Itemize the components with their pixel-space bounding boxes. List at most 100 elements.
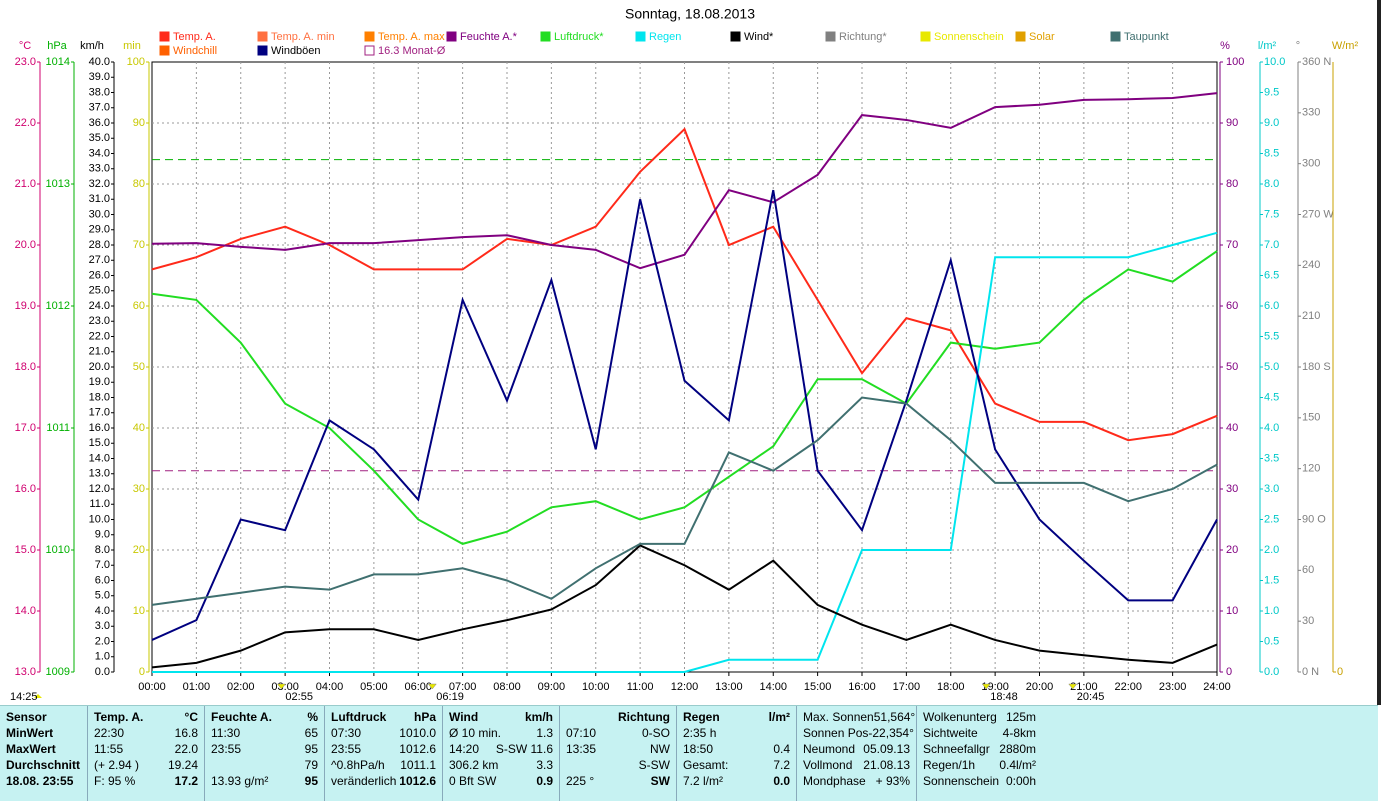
- x-tick-label: 18:00: [937, 681, 965, 693]
- table-header: Richtung: [566, 709, 670, 725]
- table-row: Vollmond 21.08.13: [803, 757, 910, 773]
- table-cell: 95: [304, 774, 318, 788]
- y-tick-label: 150: [1302, 412, 1320, 424]
- y-tick-label: 20: [1226, 544, 1238, 556]
- series-line: [151, 396, 1218, 606]
- y-tick-label: 80: [133, 178, 145, 190]
- x-tick-label: 08:00: [493, 681, 521, 693]
- y-tick-label: 11.0: [89, 498, 110, 510]
- table-cell: Sonnenschein: [923, 774, 1000, 788]
- x-tick-label: 07:00: [449, 681, 477, 693]
- x-tick-label: 15:00: [804, 681, 832, 693]
- table-cell: -22,354°: [868, 726, 914, 740]
- y-tick-label: 8.0: [1264, 178, 1279, 190]
- y-tick-label: 50: [1226, 361, 1238, 373]
- y-tick-label: 38.0: [89, 86, 110, 98]
- table-cell: 22:30: [94, 726, 125, 740]
- table-cell: S-SW: [638, 758, 670, 772]
- table-cell: 0.4: [773, 742, 790, 756]
- table-cell: 11:55: [94, 742, 124, 756]
- legend-label: Temp. A.: [173, 31, 216, 43]
- series-line: [151, 92, 1218, 270]
- legend-swatch: [257, 45, 268, 56]
- table-row: Wolkenunterg 125m: [923, 709, 1036, 725]
- table-row: MinWert: [6, 725, 81, 741]
- x-tick-label: 13:00: [715, 681, 743, 693]
- series-line: [151, 250, 1218, 545]
- y-tick-label: 18.0: [89, 391, 110, 403]
- y-tick-label: 22.0: [15, 117, 36, 129]
- time-marker-icon: [1068, 683, 1078, 690]
- header-cell: °C: [184, 710, 198, 724]
- table-cell: Gesamt:: [683, 758, 729, 772]
- table-row: (+ 2.94 ) 19.24: [94, 757, 198, 773]
- y-tick-label: 90: [1226, 117, 1238, 129]
- table-row: 22:30 16.8: [94, 725, 198, 741]
- y-tick-label: 16.0: [89, 422, 110, 434]
- y-tick-label: 6.0: [1264, 300, 1279, 312]
- table-row: 11:55 22.0: [94, 741, 198, 757]
- y-tick-label: 2.0: [95, 635, 110, 647]
- table-cell: 1012.6: [399, 774, 436, 788]
- y-tick-label: 0.0: [1264, 666, 1279, 678]
- table-cell: 14:20: [449, 742, 480, 756]
- y-axis-unit: km/h: [80, 40, 104, 52]
- y-tick-label: 40.0: [89, 56, 110, 68]
- y-tick-label: 17.0: [15, 422, 36, 434]
- legend-label: Regen: [649, 31, 681, 43]
- y-tick-label: 0 N: [1302, 666, 1319, 678]
- table-cell: Ø 10 min.: [449, 726, 502, 740]
- y-tick-label: 15.0: [15, 544, 36, 556]
- table-cell: MinWert: [6, 726, 54, 740]
- header-cell: hPa: [413, 710, 436, 724]
- legend-swatch: [920, 31, 931, 42]
- y-tick-label: 3.0: [1264, 483, 1279, 495]
- table-cell: Wolkenunterg: [923, 710, 997, 724]
- table-row: Durchschnitt: [6, 757, 81, 773]
- table-cell: + 93%: [875, 774, 910, 788]
- y-tick-label: 100: [1226, 56, 1244, 68]
- y-tick-label: 18.0: [15, 361, 36, 373]
- y-tick-label: 20.0: [89, 361, 110, 373]
- table-cell: 23:55: [331, 742, 362, 756]
- y-tick-label: 50: [133, 361, 145, 373]
- x-tick-label: 06:00: [404, 681, 432, 693]
- time-marker-label: 02:55: [285, 691, 313, 703]
- y-tick-label: 70: [133, 239, 145, 251]
- table-cell: F: 95 %: [94, 774, 136, 788]
- y-tick-label: 36.0: [89, 117, 110, 129]
- legend-swatch: [635, 31, 646, 42]
- table-cell: Regen/1h: [923, 758, 976, 772]
- table-row: Regen/1h 0.4l/m²: [923, 757, 1036, 773]
- table-row: S-SW: [566, 757, 670, 773]
- y-tick-label: 29.0: [89, 224, 110, 236]
- table-panel: Regen l/m² 2:35 h 18:50 0.4 Gesamt: 7.2 7.2 l/m…: [677, 706, 797, 801]
- table-cell: Sichtweite: [923, 726, 978, 740]
- table-cell: 79: [304, 758, 318, 772]
- y-axis-unit: l/m²: [1258, 40, 1277, 52]
- y-tick-label: 0: [1226, 666, 1232, 678]
- table-cell: SW: [650, 774, 670, 788]
- table-row: Max. Sonnen 51,564°: [803, 709, 915, 725]
- table-cell: NW: [650, 742, 670, 756]
- time-marker-icon: [427, 683, 437, 690]
- table-row: 0 Bft SW 0.9: [449, 773, 553, 789]
- table-cell: 21.08.13: [863, 758, 910, 772]
- table-row: 13:35 NW: [566, 741, 670, 757]
- y-tick-label: 9.0: [95, 529, 110, 541]
- y-tick-label: 1.5: [1264, 574, 1279, 586]
- header-cell: l/m²: [768, 710, 790, 724]
- table-row: MaxWert: [6, 741, 81, 757]
- table-header: Wind km/h: [449, 709, 553, 725]
- table-cell: Durchschnitt: [6, 758, 81, 772]
- table-panel: Wind km/h Ø 10 min. 1.3 14:20 S-SW 11.6 306.2 …: [443, 706, 560, 801]
- y-tick-label: 1.0: [95, 651, 110, 663]
- legend-label: Solar: [1029, 31, 1055, 43]
- table-cell: 0-SO: [641, 726, 670, 740]
- table-panel: Wolkenunterg 125m Sichtweite 4-8km Schneefal…: [917, 706, 1042, 801]
- table-row: 07:30 1010.0: [331, 725, 436, 741]
- time-marker-label: 06:19: [436, 691, 464, 703]
- y-tick-label: 1013: [46, 178, 70, 190]
- legend-label: Richtung*: [839, 31, 887, 43]
- y-tick-label: 10.0: [89, 513, 110, 525]
